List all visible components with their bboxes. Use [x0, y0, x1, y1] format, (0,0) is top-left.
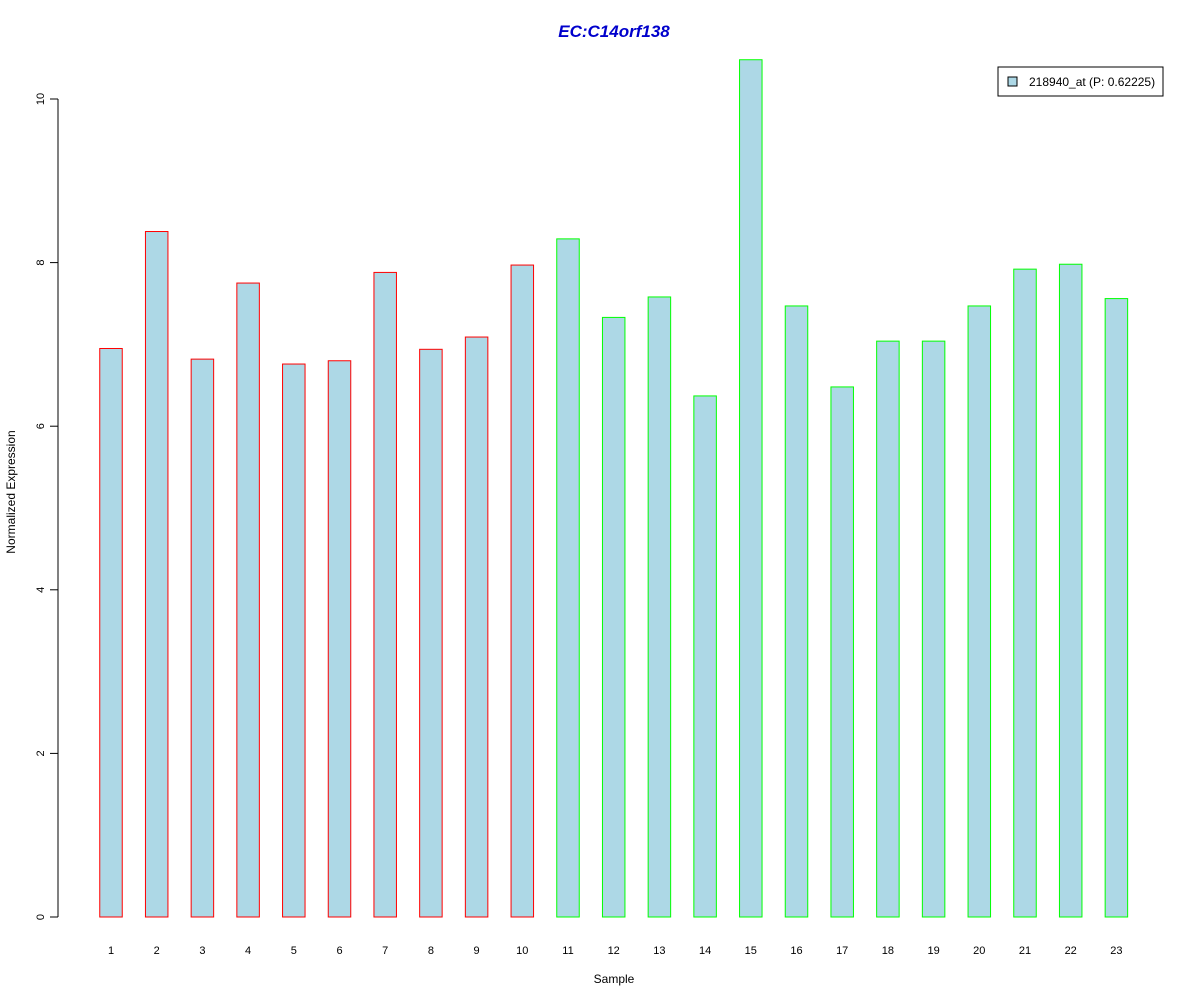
y-tick-label: 10 [35, 93, 47, 105]
bar [1013, 268, 1037, 918]
x-tick-label: 8 [428, 945, 434, 957]
x-tick-label: 5 [291, 945, 297, 957]
bar [190, 358, 215, 918]
bar [419, 348, 443, 918]
bar [1104, 298, 1129, 918]
x-tick-label: 2 [154, 945, 160, 957]
bar [327, 360, 352, 918]
y-axis-title: Normalized Expression [4, 430, 18, 553]
x-tick-label: 15 [745, 945, 757, 957]
x-tick-labels: 1 2 3 4 5 6 7 8 9 10 11 12 13 14 15 16 17 18 19 20 21 22 23 [108, 945, 1123, 957]
x-tick-label: 7 [382, 945, 388, 957]
x-tick-label: 17 [836, 945, 848, 957]
y-tick-label: 6 [35, 423, 47, 429]
x-axis-title: Sample [594, 972, 635, 986]
x-tick-label: 14 [699, 945, 711, 957]
bar [510, 264, 535, 918]
x-tick-label: 9 [474, 945, 480, 957]
legend-swatch [1007, 76, 1018, 87]
bar [921, 340, 946, 918]
bar [373, 271, 397, 918]
y-tick-label: 0 [35, 914, 47, 920]
bar [99, 347, 123, 918]
y-tick-label: 2 [35, 750, 47, 756]
bar [601, 316, 626, 918]
bar [647, 296, 672, 918]
x-tick-label: 16 [790, 945, 802, 957]
x-tick-label: 20 [973, 945, 985, 957]
x-tick-label: 22 [1065, 945, 1077, 957]
y-tick-label: 8 [35, 260, 47, 266]
x-tick-label: 12 [608, 945, 620, 957]
x-tick-label: 13 [653, 945, 665, 957]
y-tick-label: 4 [35, 587, 47, 593]
x-tick-label: 3 [199, 945, 205, 957]
x-tick-label: 10 [516, 945, 528, 957]
x-tick-label: 11 [562, 945, 573, 957]
x-tick-label: 1 [108, 945, 114, 957]
bar [739, 59, 763, 918]
x-tick-label: 18 [882, 945, 894, 957]
legend-box [997, 66, 1164, 97]
bar [693, 395, 717, 918]
bar [1058, 263, 1083, 918]
x-tick-label: 6 [336, 945, 342, 957]
bar [236, 282, 260, 918]
x-tick-label: 23 [1110, 945, 1122, 957]
chart-title: EC:C14orf138 [558, 22, 670, 41]
bar [830, 386, 854, 918]
bar [967, 305, 992, 918]
y-axis: 0 2 4 6 8 10 [35, 93, 59, 920]
bar [144, 231, 169, 918]
x-tick-label: 19 [927, 945, 939, 957]
x-tick-label: 4 [245, 945, 251, 957]
legend-label: 218940_at (P: 0.62225) [1029, 75, 1155, 89]
bar [282, 363, 306, 918]
bar [464, 336, 489, 918]
x-tick-label: 21 [1019, 945, 1031, 957]
bar [784, 305, 809, 918]
legend: 218940_at (P: 0.62225) [997, 66, 1164, 97]
bars-group [99, 59, 1129, 918]
bar [876, 340, 900, 918]
bar [556, 238, 580, 918]
